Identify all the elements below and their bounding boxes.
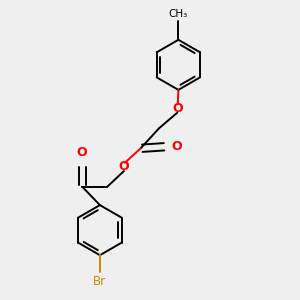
- Text: CH₃: CH₃: [169, 9, 188, 19]
- Text: Br: Br: [93, 274, 106, 288]
- Text: O: O: [118, 160, 129, 173]
- Text: O: O: [76, 146, 87, 159]
- Text: O: O: [172, 102, 183, 115]
- Text: O: O: [172, 140, 182, 153]
